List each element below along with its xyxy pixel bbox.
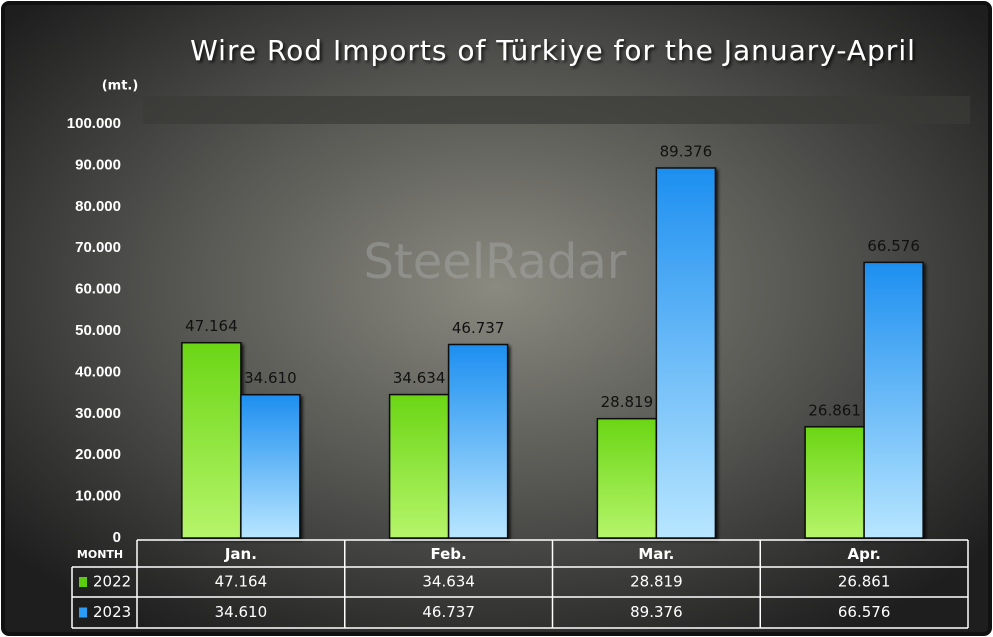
bar [181, 341, 242, 539]
y-tick-label: 70.000 [75, 239, 121, 256]
table-cell: 89.376 [630, 603, 683, 621]
bar [388, 393, 450, 539]
y-tick-label: 100.000 [67, 115, 121, 132]
value-label: 34.634 [393, 369, 446, 387]
table-cell: 66.576 [838, 603, 891, 621]
table-header: MONTH [77, 548, 123, 561]
watermark: SteelRadar [363, 234, 626, 290]
legend-swatch [79, 607, 87, 618]
table-cell: 46.737 [422, 603, 475, 621]
y-tick-label: 0 [113, 529, 121, 546]
value-label: 66.576 [867, 237, 920, 255]
x-tick-label: Apr. [847, 545, 880, 563]
table-cell: 26.861 [838, 573, 891, 591]
x-tick-label: Jan. [224, 545, 257, 563]
bar [447, 343, 509, 539]
chart-title: Wire Rod Imports of Türkiye for the Janu… [190, 34, 916, 67]
y-tick-label: 80.000 [75, 198, 121, 215]
legend-label: 2023 [93, 603, 131, 621]
legend-swatch [79, 577, 87, 587]
table-cell: 47.164 [215, 573, 268, 591]
value-label: 89.376 [660, 142, 713, 160]
value-label: 47.164 [185, 317, 238, 335]
table-cell: 34.610 [215, 603, 268, 621]
y-axis-label: (mt.) [102, 79, 139, 94]
title-band [143, 96, 970, 124]
y-tick-label: 30.000 [75, 405, 121, 422]
table-cell: 34.634 [422, 573, 475, 591]
bar [655, 167, 717, 539]
x-tick-label: Feb. [431, 545, 467, 563]
bar [240, 393, 301, 539]
value-label: 46.737 [452, 319, 505, 337]
value-label: 28.819 [601, 393, 654, 411]
y-tick-label: 90.000 [75, 156, 121, 173]
y-tick-label: 40.000 [75, 363, 121, 380]
y-tick-label: 60.000 [75, 281, 121, 298]
y-tick-label: 20.000 [75, 446, 121, 463]
value-label: 26.861 [808, 401, 861, 419]
value-label: 34.610 [244, 369, 297, 387]
bar [804, 426, 865, 539]
x-tick-label: Mar. [638, 545, 674, 563]
y-tick-label: 50.000 [75, 322, 121, 339]
table-cell: 28.819 [630, 573, 683, 591]
y-tick-label: 10.000 [75, 488, 121, 505]
bar [596, 417, 658, 539]
bar [863, 261, 924, 539]
legend-label: 2022 [93, 573, 131, 591]
